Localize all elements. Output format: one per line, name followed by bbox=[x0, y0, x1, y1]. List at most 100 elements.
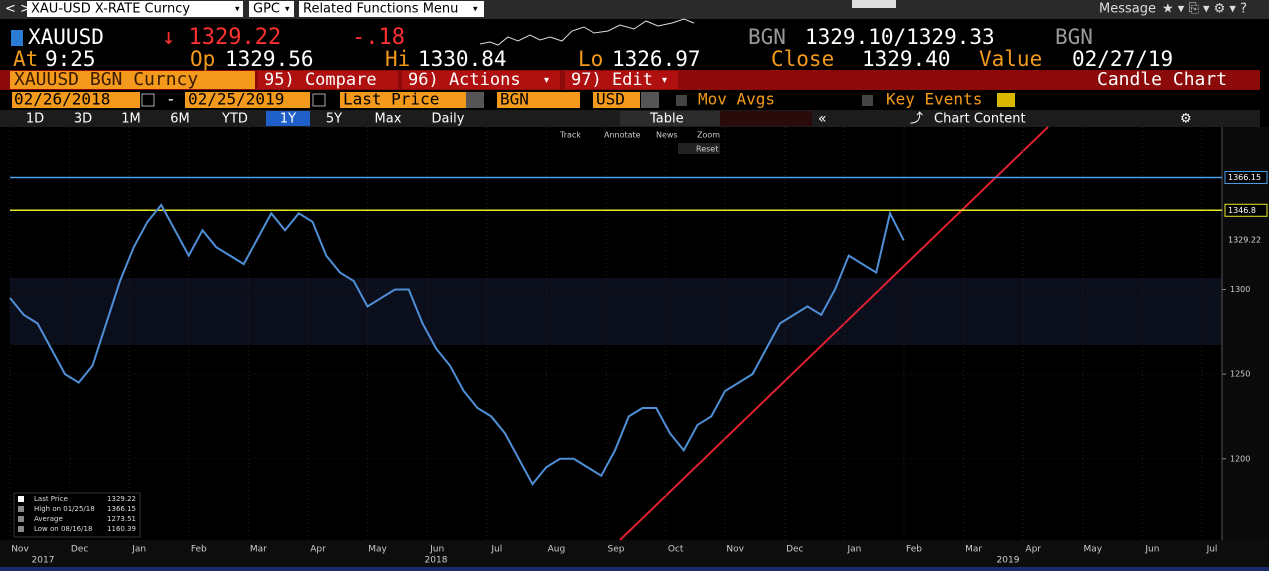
month-label: Mar bbox=[250, 545, 267, 555]
collapse[interactable]: « bbox=[818, 111, 827, 127]
menu-item[interactable]: 95) Compare bbox=[264, 70, 377, 90]
legend-label: Last Price bbox=[34, 495, 68, 503]
period[interactable]: 6M bbox=[170, 112, 190, 127]
checkbox[interactable] bbox=[676, 95, 687, 106]
calendar-icon[interactable] bbox=[141, 93, 155, 107]
sparkline bbox=[479, 18, 695, 46]
source[interactable]: BGN bbox=[500, 90, 529, 109]
message[interactable]: Message bbox=[1099, 2, 1156, 17]
x-axis-panel bbox=[0, 540, 1269, 568]
end-date[interactable]: 02/25/2019 bbox=[188, 90, 284, 109]
dropdown[interactable] bbox=[466, 92, 484, 108]
menubar-security[interactable]: XAUUSD BGN Curncy bbox=[14, 69, 198, 90]
chart-tool[interactable]: Zoom bbox=[697, 131, 720, 140]
dropdown-arrow[interactable]: ▾ bbox=[473, 5, 478, 15]
menu-button[interactable] bbox=[402, 71, 560, 89]
info-icon[interactable] bbox=[997, 93, 1015, 107]
month-label: Jan bbox=[846, 545, 861, 555]
y-tick-label: 1300 bbox=[1230, 285, 1250, 294]
checkbox[interactable] bbox=[862, 95, 873, 106]
y-tick-label: 1250 bbox=[1230, 370, 1250, 379]
legend-swatch bbox=[18, 526, 24, 532]
start-field[interactable] bbox=[12, 92, 140, 108]
reset[interactable]: Reset bbox=[696, 145, 718, 154]
period[interactable]: 1D bbox=[26, 112, 44, 127]
start-date[interactable]: 02/26/2018 bbox=[14, 90, 110, 109]
dropdown-arrow[interactable]: ▾ bbox=[662, 75, 667, 86]
period[interactable]: YTD bbox=[221, 112, 248, 127]
month-label: Apr bbox=[1025, 545, 1041, 555]
bid-source: BGN bbox=[748, 25, 786, 49]
nav-arrows[interactable]: < > bbox=[5, 2, 31, 17]
field-label: At bbox=[13, 47, 38, 71]
currency-box[interactable] bbox=[593, 92, 640, 108]
key-events[interactable]: Key Events bbox=[886, 90, 982, 109]
chart-icon[interactable]: ⤴ bbox=[910, 112, 923, 127]
legend-value: 1160.39 bbox=[107, 525, 136, 533]
period[interactable]: Max bbox=[375, 112, 402, 127]
last-price: ↓ 1329.22 bbox=[162, 25, 281, 50]
field-label: Op bbox=[190, 47, 215, 71]
trend-line bbox=[619, 126, 1049, 541]
legend-label: High on 01/25/18 bbox=[34, 505, 95, 513]
mov-avgs[interactable]: Mov Avgs bbox=[698, 90, 775, 109]
field-label: Close bbox=[771, 47, 834, 71]
source-box[interactable] bbox=[497, 92, 580, 108]
period[interactable]: 1Y bbox=[280, 112, 296, 127]
table[interactable]: Table bbox=[649, 112, 684, 127]
month-label: Jul bbox=[490, 545, 502, 555]
month-label: May bbox=[368, 545, 387, 555]
field-box[interactable] bbox=[340, 92, 466, 108]
chart-tool[interactable]: News bbox=[656, 131, 678, 140]
year-label: 2019 bbox=[997, 556, 1020, 566]
menu-box[interactable] bbox=[299, 1, 484, 17]
chart-tool[interactable]: Annotate bbox=[604, 131, 641, 140]
chart-tool[interactable]: Track bbox=[559, 131, 581, 140]
field[interactable]: Last Price bbox=[343, 90, 439, 109]
legend-swatch bbox=[18, 496, 24, 502]
dropdown-arrow[interactable]: ▾ bbox=[285, 5, 290, 15]
period[interactable]: 5Y bbox=[326, 112, 342, 127]
security-box[interactable] bbox=[27, 1, 243, 17]
reset-box[interactable] bbox=[678, 143, 720, 154]
period[interactable]: 3D bbox=[74, 112, 92, 127]
window-icons[interactable] bbox=[852, 0, 896, 8]
currency[interactable]: USD bbox=[596, 90, 625, 109]
month-label: Feb bbox=[906, 545, 922, 555]
legend-value: 1273.51 bbox=[107, 515, 136, 523]
field-label: Lo bbox=[578, 47, 603, 71]
date-dash: - bbox=[168, 90, 174, 109]
gpc-box[interactable] bbox=[249, 1, 294, 17]
field-value: 02/27/19 bbox=[1072, 47, 1173, 71]
chart-content[interactable]: Chart Content bbox=[934, 112, 1026, 127]
menu[interactable]: Related Functions Menu bbox=[303, 2, 458, 17]
menu-item[interactable]: 96) Actions bbox=[408, 70, 521, 90]
end-field[interactable] bbox=[185, 92, 310, 108]
month-label: May bbox=[1083, 545, 1102, 555]
calendar-icon[interactable] bbox=[312, 93, 326, 107]
month-label: Nov bbox=[726, 545, 744, 555]
period-selected[interactable] bbox=[266, 111, 310, 126]
security-field[interactable] bbox=[10, 71, 255, 89]
month-label: Dec bbox=[71, 545, 88, 555]
price-tag-label: 1346.8 bbox=[1228, 206, 1256, 215]
gpc[interactable]: GPC bbox=[253, 2, 280, 17]
ticker: XAUUSD bbox=[28, 25, 104, 49]
menu-button[interactable] bbox=[258, 71, 398, 89]
period[interactable]: 1M bbox=[121, 112, 141, 127]
price-tag bbox=[1224, 203, 1268, 217]
month-label: Mar bbox=[965, 545, 982, 555]
security[interactable]: XAU-USD X-RATE Curncy bbox=[31, 2, 190, 17]
toolbar-icons[interactable]: ★ ▾ ⎘ ▾ ⚙ ▾ ? bbox=[1162, 2, 1247, 17]
dropdown[interactable] bbox=[641, 92, 659, 108]
menu-item[interactable]: 97) Edit bbox=[571, 70, 653, 90]
ticker-marker bbox=[11, 30, 23, 46]
y-tick-label: 1200 bbox=[1230, 454, 1250, 463]
period[interactable]: Daily bbox=[432, 112, 465, 127]
month-label: Jan bbox=[131, 545, 146, 555]
gear[interactable]: ⚙ bbox=[1180, 112, 1192, 127]
menu-button[interactable] bbox=[565, 71, 678, 89]
table-button[interactable] bbox=[620, 111, 720, 126]
dropdown-arrow[interactable]: ▾ bbox=[544, 75, 549, 86]
dropdown-arrow[interactable]: ▾ bbox=[235, 5, 240, 15]
